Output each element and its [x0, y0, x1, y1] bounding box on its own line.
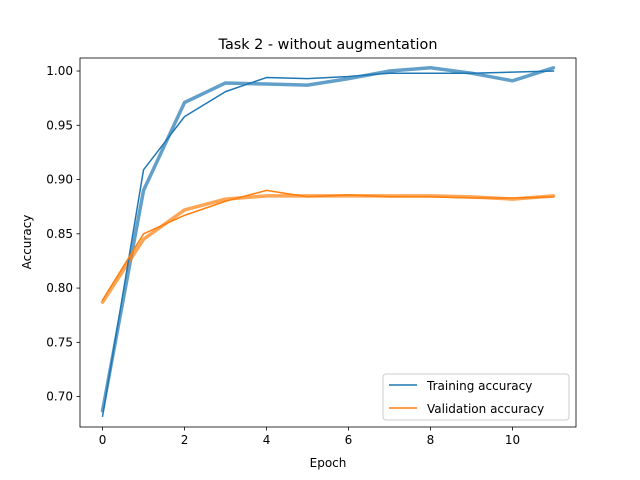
x-tick-label: 6: [345, 433, 353, 447]
legend: Training accuracy Validation accuracy: [382, 373, 570, 421]
x-axis-label: Epoch: [310, 456, 347, 470]
axes-frame: [79, 57, 577, 428]
validation-accuracy-line: [101, 189, 555, 302]
y-tick-label: 0.75: [46, 335, 73, 349]
y-tick-label: 0.70: [46, 390, 73, 404]
x-tick-label: 8: [427, 433, 435, 447]
plot-area-background: [80, 58, 576, 427]
x-tick-label: 10: [505, 433, 520, 447]
x-tick-label: 0: [99, 433, 107, 447]
x-tick-label: 4: [263, 433, 271, 447]
y-axis-ticks: 0.70 0.75 0.80 0.85 0.90 0.95 1.00: [46, 64, 80, 404]
series-lines: [101, 70, 555, 418]
y-tick-label: 1.00: [46, 64, 73, 78]
x-axis-ticks: 0 2 4 6 8 10: [99, 427, 520, 447]
legend-label-training: Training accuracy: [426, 379, 532, 393]
y-tick-label: 0.85: [46, 227, 73, 241]
training-accuracy-line: [101, 70, 555, 418]
training-accuracy-smoothed-line: [100, 66, 556, 413]
legend-label-validation: Validation accuracy: [427, 402, 544, 416]
legend-box: [382, 373, 570, 421]
chart-title: Task 2 - without augmentation: [218, 37, 438, 53]
y-tick-label: 0.90: [46, 173, 73, 187]
y-tick-label: 0.80: [46, 281, 73, 295]
y-axis-label: Accuracy: [20, 215, 34, 270]
x-tick-label: 2: [181, 433, 189, 447]
y-tick-label: 0.95: [46, 118, 73, 132]
